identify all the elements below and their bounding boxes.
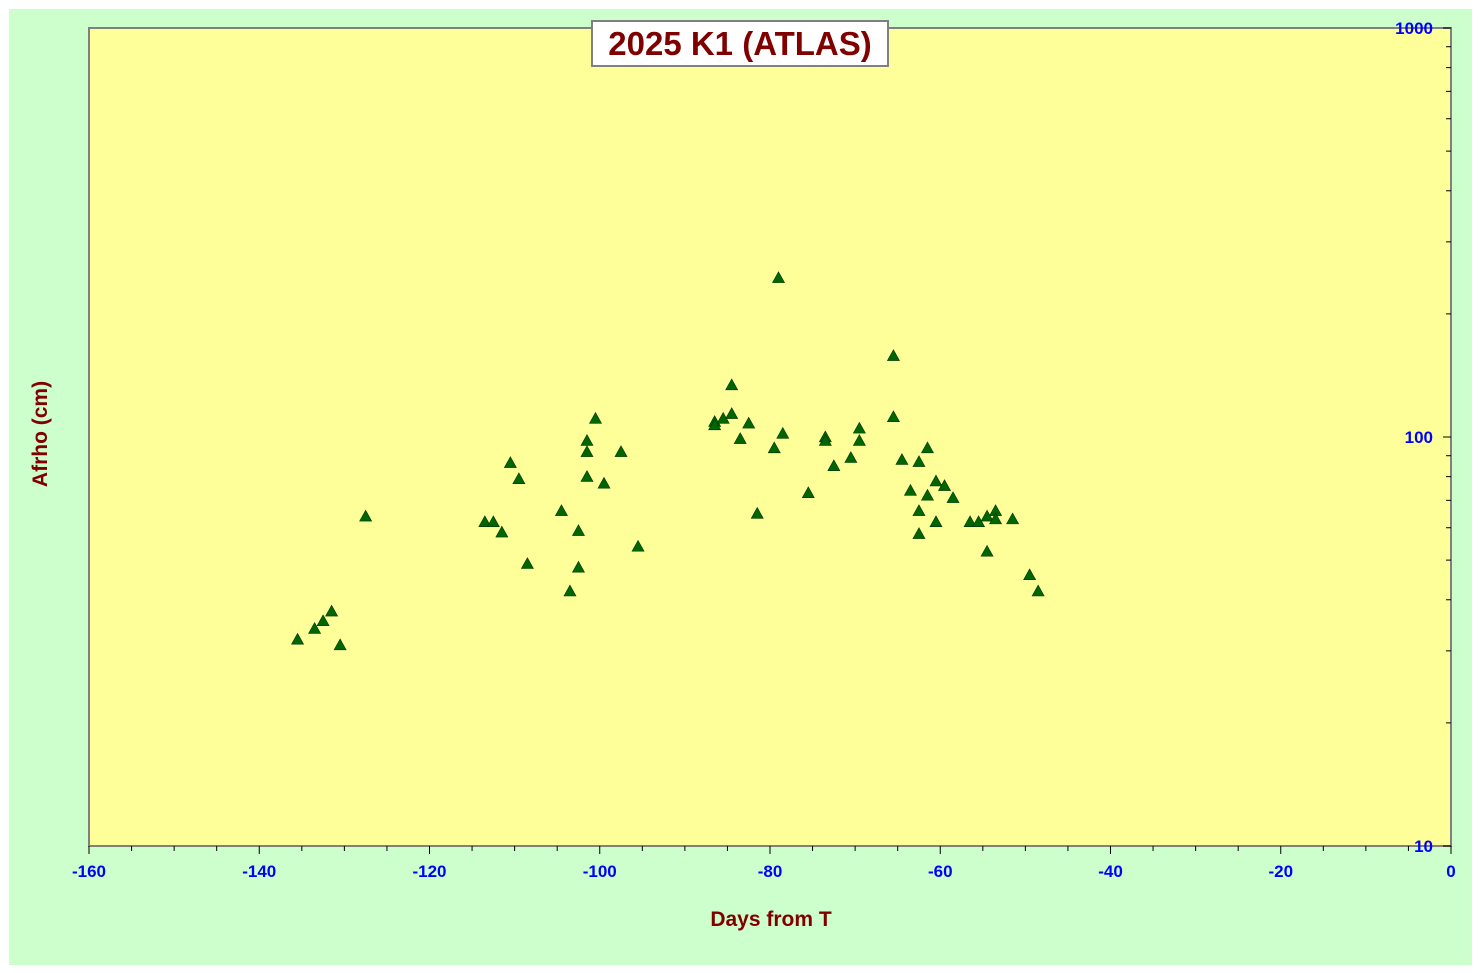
x-tick-label: -160 (72, 862, 106, 881)
data-point (571, 524, 585, 536)
data-point (963, 515, 977, 528)
data-point (886, 410, 900, 422)
data-point (886, 349, 900, 361)
data-point (733, 432, 747, 444)
chart-title: 2025 K1 (ATLAS) (608, 24, 872, 62)
data-point (818, 433, 832, 446)
data-point (920, 441, 934, 454)
data-point (844, 451, 858, 463)
chart-title-box: 2025 K1 (ATLAS) (591, 20, 889, 67)
data-point (750, 506, 764, 519)
data-point (308, 622, 322, 634)
data-point (580, 470, 594, 482)
x-tick-label: -80 (758, 862, 783, 881)
data-point (291, 632, 305, 645)
data-point (708, 418, 722, 431)
data-point (495, 525, 509, 538)
y-tick-label: 100 (1405, 428, 1433, 447)
data-point (801, 486, 815, 499)
data-point (725, 407, 739, 419)
data-point (478, 515, 492, 528)
data-point (1023, 568, 1037, 581)
data-point (903, 483, 917, 496)
x-tick-label: -40 (1098, 862, 1123, 881)
x-tick-label: -100 (583, 862, 617, 881)
data-point (772, 271, 786, 283)
data-point (725, 378, 739, 391)
data-point (554, 504, 568, 516)
y-axis: 10 100 1000 (1395, 19, 1451, 856)
x-tick-label: -140 (242, 862, 276, 881)
x-axis-label: Days from T (710, 908, 832, 931)
data-point (359, 509, 373, 522)
data-point (614, 445, 628, 457)
x-tick-label: -120 (412, 862, 446, 881)
data-point (767, 441, 781, 454)
data-point (588, 411, 603, 424)
data-point (980, 544, 994, 557)
data-point (333, 638, 347, 651)
y-axis-label: Afrho (cm) (29, 380, 52, 488)
data-point (742, 416, 756, 429)
data-point (852, 433, 866, 446)
data-point (1006, 512, 1020, 525)
data-point (325, 604, 339, 617)
data-point (512, 472, 526, 484)
data-point (946, 491, 960, 503)
x-tick-label: -60 (928, 862, 953, 881)
x-axis: -160 -140 -120 -100 -80 -60 -40 -20 0 (72, 846, 1456, 881)
data-point (920, 488, 934, 501)
x-tick-label: 0 (1446, 862, 1455, 881)
x-tick-label: -20 (1268, 862, 1293, 881)
data-point (929, 474, 943, 487)
data-point (563, 584, 577, 597)
data-point (776, 426, 790, 439)
data-point (827, 459, 841, 471)
data-point (912, 504, 926, 516)
data-point (486, 515, 500, 528)
data-points (291, 271, 1045, 651)
data-point (989, 512, 1003, 525)
data-point (580, 445, 594, 457)
y-tick-label: 10 (1414, 837, 1433, 856)
data-point (912, 527, 926, 539)
data-point (852, 421, 866, 434)
data-point (895, 453, 909, 465)
data-point (571, 560, 585, 573)
data-point (503, 456, 517, 468)
data-point (929, 515, 943, 528)
plot-area (88, 27, 1452, 847)
data-point (520, 557, 534, 569)
data-point (597, 476, 611, 489)
data-point (912, 455, 926, 467)
y-tick-label: 1000 (1395, 19, 1433, 38)
data-point (1031, 584, 1045, 597)
data-point (316, 614, 330, 627)
data-point (937, 479, 952, 491)
data-point (631, 539, 645, 552)
